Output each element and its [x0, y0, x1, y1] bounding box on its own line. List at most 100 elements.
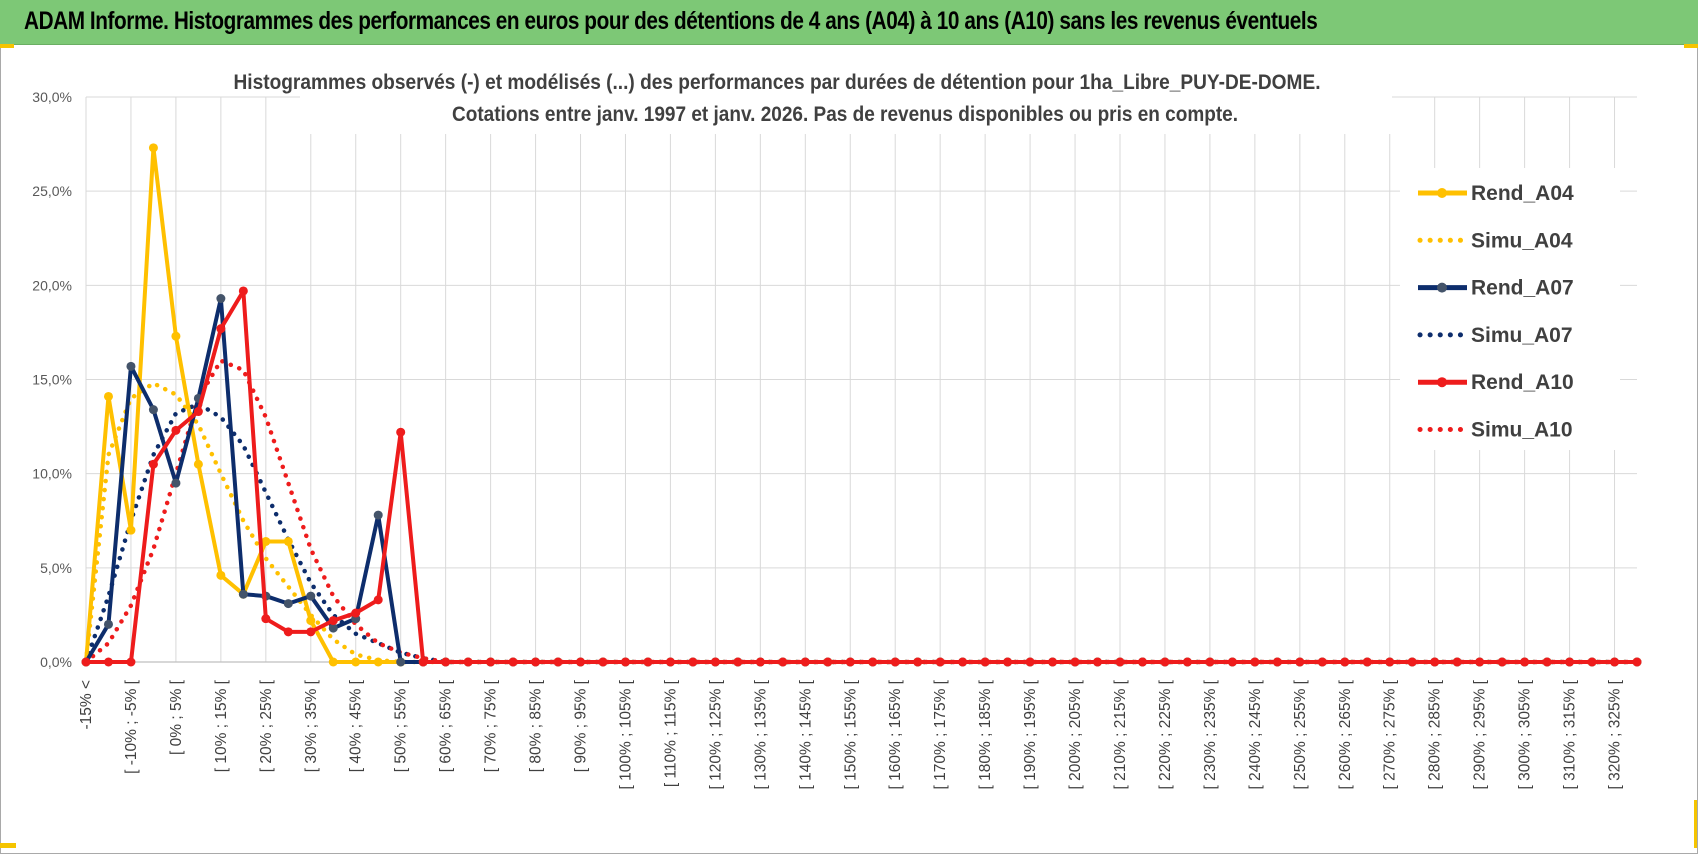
data-point [328, 657, 338, 667]
x-tick-label: [ 60% ; 65% [ [438, 679, 455, 772]
data-point [1565, 657, 1575, 667]
x-tick-label: [ 40% ; 45% [ [348, 679, 365, 772]
data-point [283, 627, 293, 637]
data-point [351, 657, 361, 667]
x-tick-label: [ 170% ; 175% [ [932, 679, 949, 789]
data-point [1182, 657, 1192, 667]
x-tick-label: [ 210% ; 215% [ [1112, 679, 1129, 789]
legend-item: Rend_A04 [1418, 182, 1574, 205]
x-tick-label: [ 10% ; 15% [ [213, 679, 230, 772]
x-tick-label: [ 120% ; 125% [ [707, 679, 724, 789]
data-point [553, 657, 563, 667]
data-point [148, 143, 158, 153]
data-point [1205, 657, 1215, 667]
data-point [148, 405, 158, 415]
title-box [300, 64, 1392, 134]
y-axis-ticks: 0,0% 5,0% 10,0% 15,0% 20,0% 25,0% 30,0% [32, 89, 72, 670]
corner-accent [1684, 44, 1698, 48]
x-tick-label: [ 70% ; 75% [ [483, 679, 500, 772]
chart-title-line-1: Histogrammes observés (-) et modélisés (… [234, 71, 1321, 94]
data-point [868, 657, 878, 667]
x-tick-label: -15% < [78, 680, 95, 730]
data-point [373, 595, 383, 605]
data-point [148, 459, 158, 469]
legend-marker [1437, 377, 1447, 388]
data-point [441, 657, 451, 667]
y-tick-label: 20,0% [32, 277, 72, 293]
legend-box [1400, 168, 1620, 450]
data-point [216, 570, 226, 580]
data-point [778, 657, 788, 667]
data-point [1093, 657, 1103, 667]
x-tick-label: [ 110% ; 115% [ [662, 679, 679, 787]
x-tick-label: [ 200% ; 205% [ [1067, 679, 1084, 789]
data-point [755, 657, 765, 667]
chart-title-line-2: Cotations entre janv. 1997 et janv. 2026… [452, 103, 1238, 126]
data-point [1160, 657, 1170, 667]
data-point [508, 657, 518, 667]
data-point [1025, 657, 1035, 667]
y-tick-label: 30,0% [32, 89, 72, 105]
y-tick-label: 15,0% [32, 372, 72, 388]
data-point [576, 657, 586, 667]
data-point [1610, 657, 1620, 667]
chart-title-background [300, 64, 1392, 134]
data-point [306, 627, 316, 637]
data-point [688, 657, 698, 667]
x-tick-label: [ 290% ; 295% [ [1472, 679, 1489, 789]
data-point [800, 657, 810, 667]
data-point [171, 478, 181, 488]
data-point [643, 657, 653, 667]
x-tick-label: [ 310% ; 315% [ [1562, 679, 1579, 789]
banner-title: ADAM Informe. Histogrammes des performan… [24, 7, 1318, 35]
data-point [171, 425, 181, 435]
data-point [238, 286, 248, 296]
legend-label: Simu_A07 [1471, 324, 1573, 347]
x-tick-label: [ 150% ; 155% [ [842, 679, 859, 789]
x-tick-label: [ 130% ; 135% [ [752, 679, 769, 789]
x-tick-label: [ 300% ; 305% [ [1517, 679, 1534, 789]
data-point [103, 391, 113, 401]
x-tick-label: [ 230% ; 235% [ [1202, 679, 1219, 789]
data-point [351, 608, 361, 618]
data-point [463, 657, 473, 667]
corner-accent [0, 44, 14, 48]
x-tick-label: [ 240% ; 245% [ [1247, 679, 1264, 789]
x-tick-label: [ 190% ; 195% [ [1022, 679, 1039, 789]
data-point [306, 616, 316, 626]
x-tick-label: [ 320% ; 325% [ [1607, 679, 1624, 789]
x-tick-label: [ 180% ; 185% [ [977, 679, 994, 789]
legend-item: Simu_A04 [1417, 229, 1573, 252]
legend: Rend_A04 Simu_A04 Rend_A07 Simu_A07 Rend_A10… [1400, 168, 1620, 450]
y-tick-label: 10,0% [32, 466, 72, 482]
data-point [283, 599, 293, 609]
legend-label: Rend_A07 [1471, 277, 1574, 300]
data-point [373, 510, 383, 520]
data-point [1407, 657, 1417, 667]
data-point [306, 591, 316, 601]
data-point [1362, 657, 1372, 667]
x-tick-label: [ 280% ; 285% [ [1427, 679, 1444, 789]
data-point [1587, 657, 1597, 667]
data-point [1003, 657, 1013, 667]
corner-accent [1694, 800, 1697, 848]
data-point [238, 589, 248, 599]
data-point [913, 657, 923, 667]
x-tick-label: [ 90% ; 95% [ [573, 679, 590, 772]
data-point [1520, 657, 1530, 667]
data-point [1317, 657, 1327, 667]
data-point [1115, 657, 1125, 667]
data-point [328, 616, 338, 626]
y-tick-label: 5,0% [40, 560, 72, 576]
x-tick-label: [ 270% ; 275% [ [1382, 679, 1399, 789]
data-point [1475, 657, 1485, 667]
data-point [126, 361, 136, 371]
data-point [1295, 657, 1305, 667]
data-point [531, 657, 541, 667]
legend-item: Rend_A07 [1418, 277, 1574, 300]
data-point [1227, 657, 1237, 667]
data-point [171, 331, 181, 341]
data-point [193, 459, 203, 469]
data-point [1340, 657, 1350, 667]
